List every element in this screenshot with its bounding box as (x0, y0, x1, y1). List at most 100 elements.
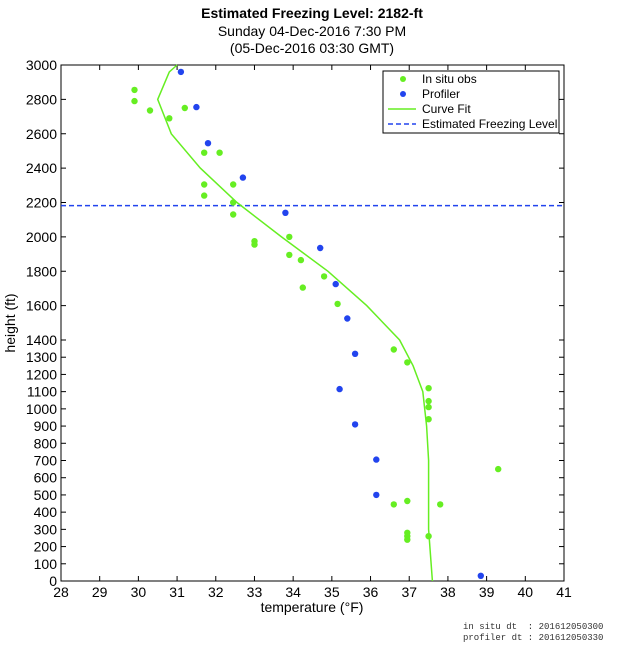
insitu-point (230, 181, 237, 188)
insitu-point (131, 97, 138, 105)
x-tick-label: 31 (169, 584, 185, 600)
insitu-point (425, 416, 432, 423)
legend-profiler-label: Profiler (422, 87, 460, 101)
y-tick-label: 1400 (26, 332, 57, 348)
profiler-point (239, 174, 247, 181)
y-tick-label: 1100 (27, 384, 57, 400)
insitu-point (146, 107, 154, 114)
y-tick-label: 1000 (26, 401, 57, 417)
insitu-point (166, 115, 173, 122)
x-tick-label: 29 (92, 584, 108, 600)
profiler-point (317, 244, 324, 252)
x-tick-label: 37 (401, 584, 417, 600)
insitu-point (299, 284, 306, 291)
x-tick-label: 34 (285, 584, 301, 600)
x-tick-label: 32 (208, 584, 224, 600)
insitu-point (230, 199, 237, 206)
insitu-point (201, 181, 208, 188)
legend-insitu-label: In situ obs (422, 72, 477, 86)
y-tick-label: 100 (34, 556, 58, 572)
insitu-point (404, 359, 411, 366)
x-tick-label: 39 (479, 584, 495, 600)
y-tick-label: 1600 (26, 298, 57, 314)
footer-insitu-dt: in situ dt : 201612050300 (463, 622, 604, 632)
plot-area (60, 64, 565, 582)
y-tick-label: 300 (34, 521, 58, 537)
profiler-point (351, 421, 359, 428)
legend-box (382, 70, 560, 134)
chart-subtitle-local: Sunday 04-Dec-2016 7:30 PM (218, 23, 406, 39)
insitu-point (437, 501, 444, 508)
insitu-point (216, 149, 223, 156)
y-tick-label: 500 (34, 487, 58, 503)
profiler-point (373, 491, 380, 499)
y-tick-label: 2000 (26, 229, 57, 245)
y-tick-label: 200 (34, 539, 58, 555)
legend-profiler-marker (400, 91, 406, 97)
insitu-point (286, 251, 293, 259)
y-tick-label: 0 (49, 573, 57, 589)
chart-subtitle-gmt: (05-Dec-2016 03:30 GMT) (230, 40, 394, 56)
profiler-point (193, 103, 200, 111)
legend-insitu-marker (400, 76, 406, 82)
profiler-point (351, 350, 359, 357)
insitu-point (201, 149, 208, 156)
profiler-point (336, 385, 343, 393)
insitu-point (201, 192, 208, 199)
insitu-point (425, 397, 432, 405)
x-tick-label: 28 (53, 584, 69, 600)
profiler-point (344, 315, 351, 322)
insitu-point (495, 465, 502, 473)
insitu-point (334, 300, 341, 308)
insitu-point (131, 86, 138, 94)
insitu-point (404, 536, 411, 543)
legend-curvefit-label: Curve Fit (422, 102, 471, 116)
y-tick-label: 900 (34, 418, 58, 434)
footer-profiler-dt: profiler dt : 201612050330 (463, 633, 604, 643)
y-tick-label: 1300 (26, 349, 57, 365)
profiler-point (332, 280, 339, 288)
insitu-point (390, 501, 397, 508)
insitu-point (425, 385, 432, 392)
insitu-point (251, 241, 258, 248)
data-layer (61, 64, 564, 582)
y-tick-label: 1200 (26, 366, 57, 382)
x-tick-label: 40 (518, 584, 534, 600)
x-tick-label: 41 (556, 584, 572, 600)
insitu-point (425, 533, 432, 540)
x-tick-label: 38 (440, 584, 456, 600)
insitu-point (390, 346, 397, 353)
y-tick-label: 2400 (26, 160, 57, 176)
insitu-point (425, 403, 432, 411)
insitu-point (320, 273, 328, 280)
curve-fit-line (156, 64, 434, 582)
y-tick-label: 2800 (26, 91, 57, 107)
legend-freezing-label: Estimated Freezing Level (422, 117, 557, 131)
profiler-point (477, 572, 484, 579)
insitu-point (181, 104, 188, 112)
y-tick-label: 400 (34, 504, 58, 520)
y-tick-label: 3000 (26, 57, 57, 73)
x-axis-label: temperature (°F) (261, 599, 364, 615)
x-tick-label: 36 (363, 584, 379, 600)
x-tick-label: 30 (131, 584, 147, 600)
y-tick-label: 2200 (26, 195, 57, 211)
profiler-point (177, 68, 185, 76)
legend: In situ obs Profiler Curve Fit Estimated… (382, 70, 560, 134)
profiler-point (204, 140, 212, 147)
y-axis-label: height (ft) (2, 293, 18, 352)
insitu-point (230, 211, 237, 218)
insitu-point (297, 256, 305, 264)
y-tick-label: 1800 (26, 263, 57, 279)
y-tick-label: 800 (34, 435, 58, 451)
insitu-point (286, 233, 293, 241)
y-tick-label: 700 (34, 453, 58, 469)
insitu-point (404, 497, 411, 505)
y-tick-label: 600 (34, 470, 58, 486)
profiler-point (282, 209, 289, 216)
y-tick-label: 2600 (26, 126, 57, 142)
x-tick-label: 35 (324, 584, 340, 600)
x-tick-label: 33 (247, 584, 263, 600)
